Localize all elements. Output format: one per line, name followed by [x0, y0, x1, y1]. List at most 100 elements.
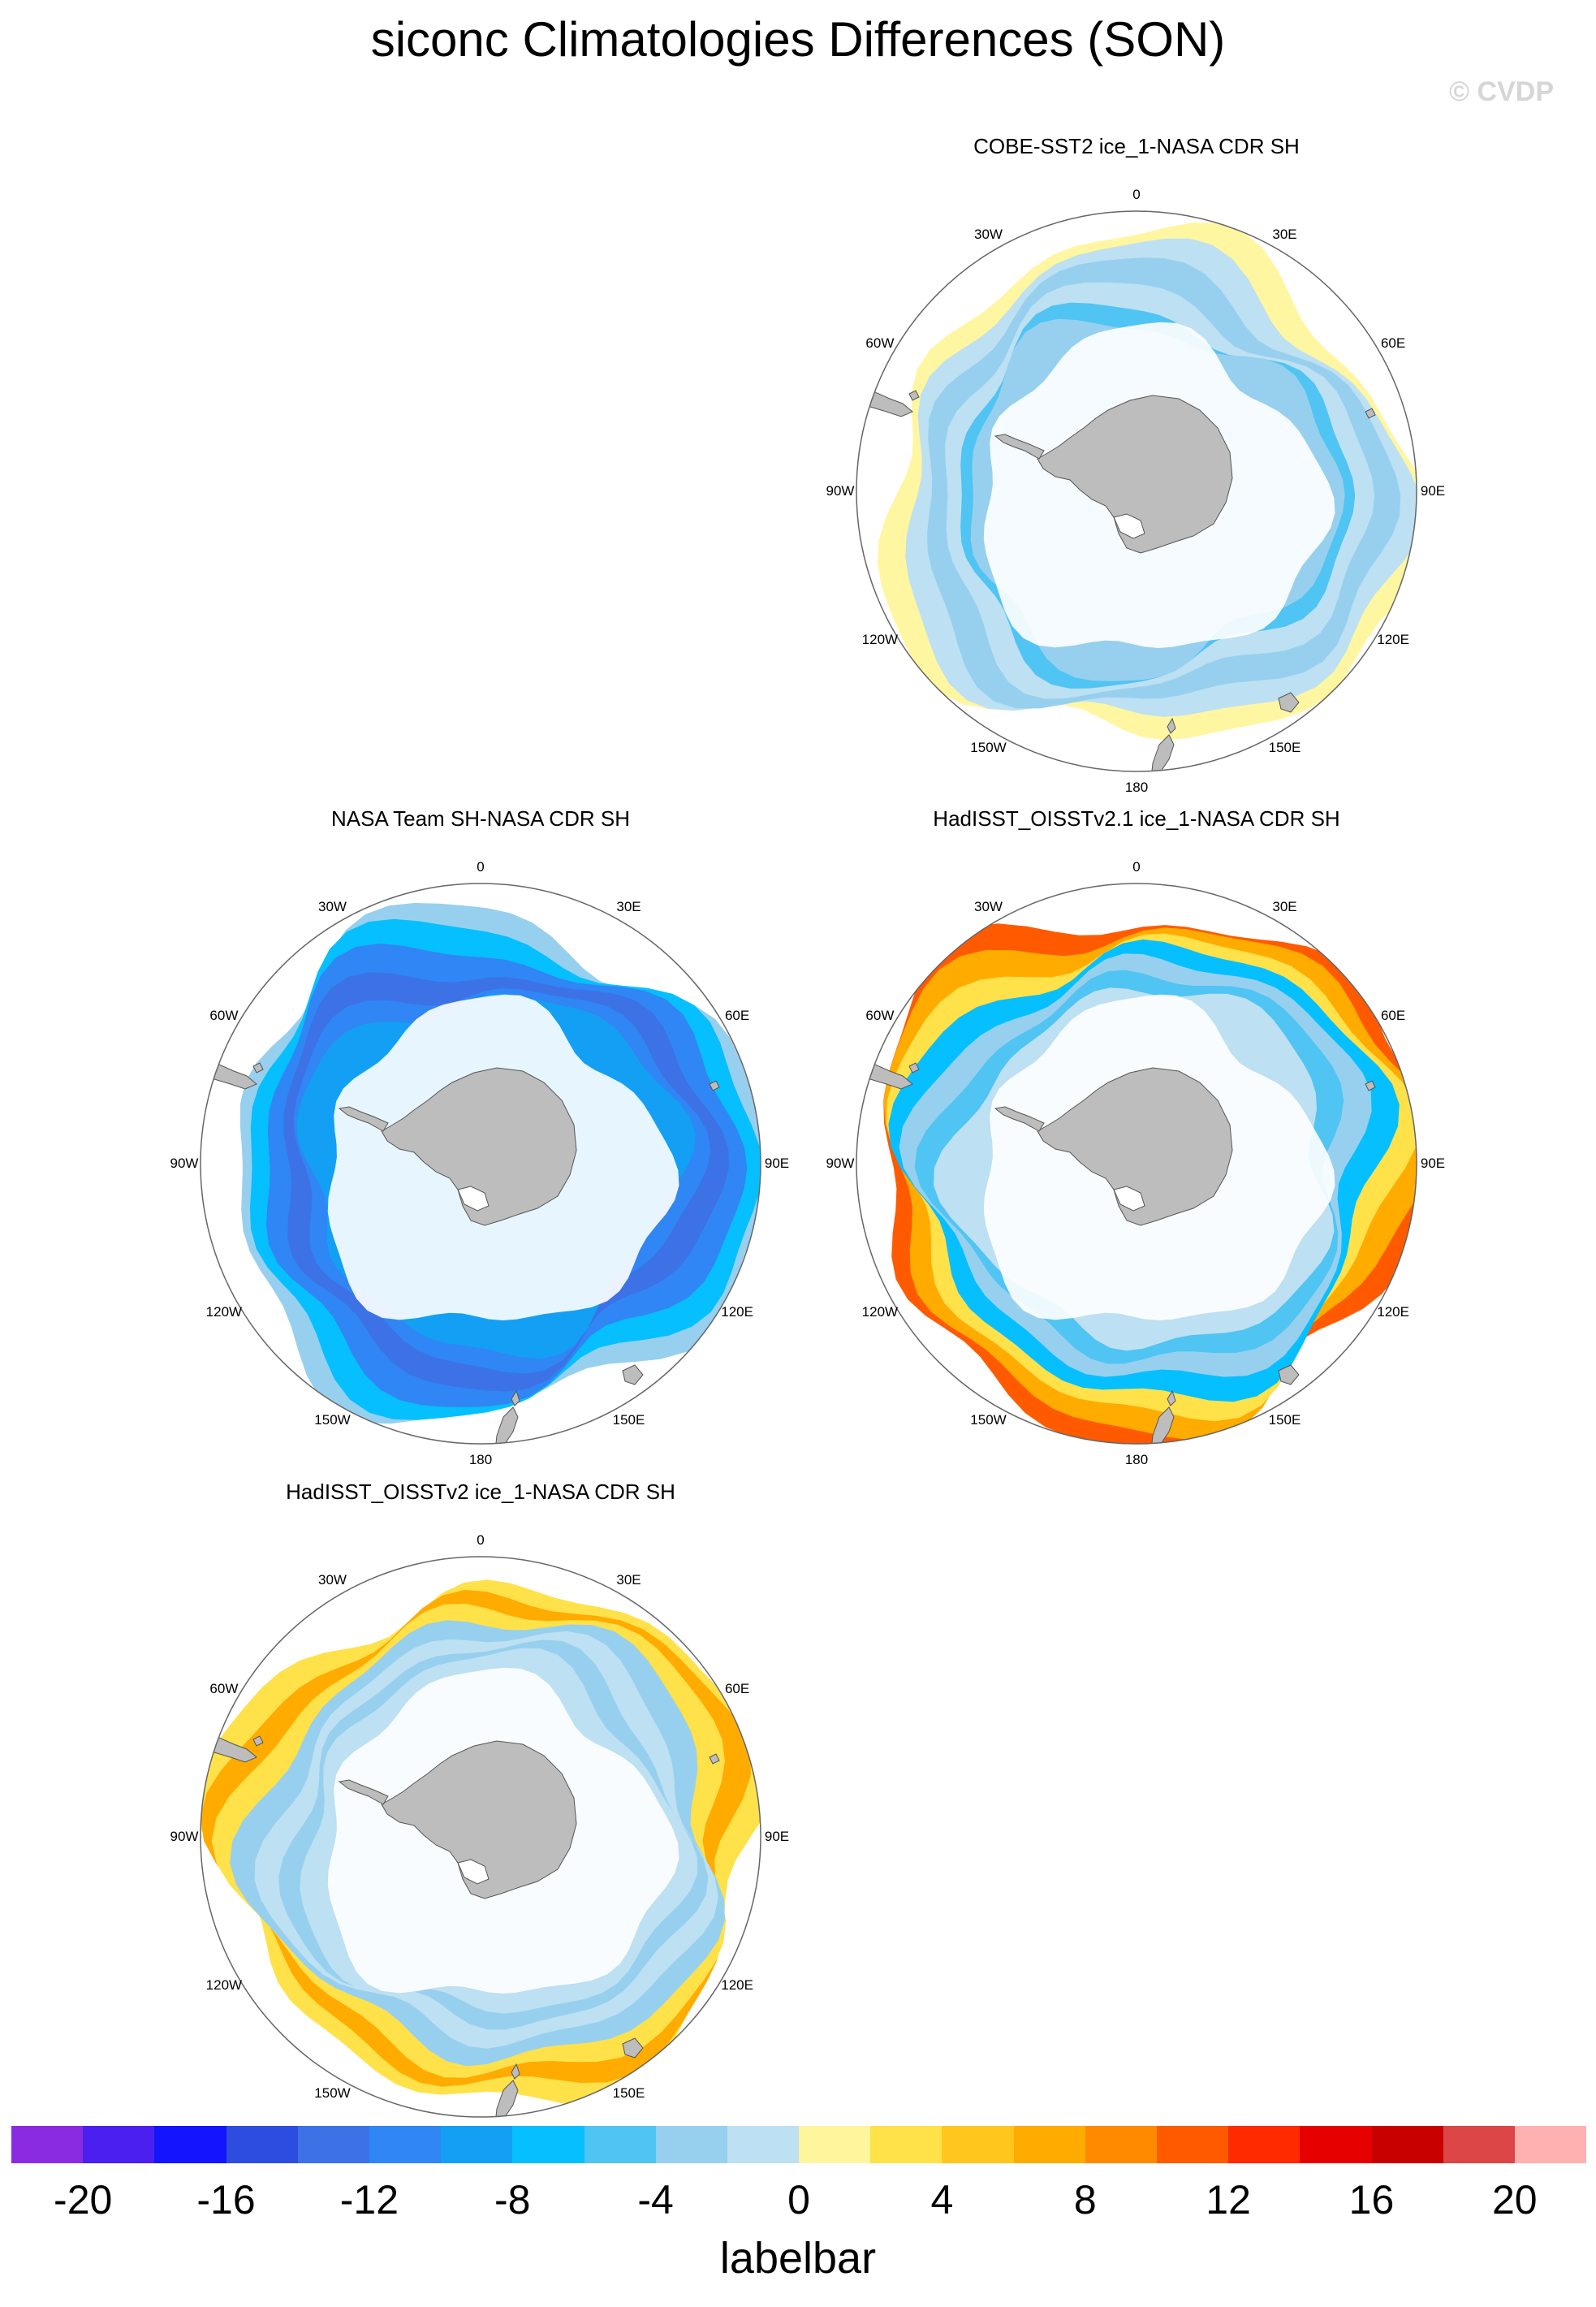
colorbar-swatch: [11, 2126, 84, 2163]
panel-title: HadISST_OISSTv2 ice_1-NASA CDR SH: [286, 1480, 675, 1504]
colorbar-tick-label: 8: [1073, 2177, 1097, 2223]
panel-title: COBE-SST2 ice_1-NASA CDR SH: [973, 134, 1300, 158]
longitude-label: 0: [1132, 859, 1141, 875]
landmass: [429, 2116, 434, 2117]
colorbar-tick-label: -4: [637, 2177, 674, 2223]
panel-title: NASA Team SH-NASA CDR SH: [331, 806, 630, 831]
longitude-label: 30E: [616, 898, 641, 914]
colorbar-swatch: [1300, 2126, 1372, 2163]
landmass: [494, 2080, 519, 2117]
map-panel-hadisst-oisstv21: HadISST_OISSTv2.1 ice_1-NASA CDR SH 0 30E…: [812, 806, 1461, 1488]
longitude-label: 120E: [1377, 631, 1409, 647]
landmass: [429, 1443, 434, 1444]
longitude-label: 150W: [970, 740, 1007, 756]
ross-ice-shelf: [1113, 1186, 1145, 1212]
landmass: [494, 1406, 519, 1444]
longitude-label: 90E: [764, 1156, 790, 1171]
colorbar-swatch: [1371, 2126, 1443, 2163]
longitude-label: 120E: [721, 1977, 753, 1993]
longitude-label: 180: [468, 1452, 493, 1467]
landmass: [709, 1080, 720, 1091]
landmass: [252, 1062, 264, 1074]
colorbar-swatch: [584, 2126, 656, 2163]
longitude-label: 150W: [314, 1412, 351, 1428]
colorbar-tick-label: 16: [1348, 2177, 1395, 2223]
longitude-label: 30E: [1272, 226, 1297, 242]
longitude-label: 120W: [205, 1977, 243, 1993]
landmass: [338, 1106, 389, 1132]
landmass: [622, 2037, 644, 2059]
landmass: [908, 390, 920, 401]
landmass: [622, 1364, 644, 1385]
longitude-label: 150E: [612, 2085, 645, 2102]
map-boundary: [856, 883, 1417, 1445]
landmass: [1167, 717, 1176, 734]
longitude-label: 120W: [861, 1303, 899, 1320]
longitude-label: 90E: [764, 1829, 790, 1844]
longitude-label: 150E: [1268, 740, 1301, 756]
colorbar-swatch: [799, 2126, 871, 2163]
colorbar-tick-label: -16: [196, 2177, 256, 2223]
map-boundary: [200, 1556, 761, 2118]
map-boundary: [200, 883, 761, 1445]
landmass: [1086, 771, 1089, 775]
landmass: [1167, 1389, 1176, 1406]
landmass: [511, 1389, 520, 1406]
colorbar-tick-label: 20: [1492, 2177, 1538, 2223]
colorbar-swatch: [1085, 2126, 1157, 2163]
antarctica-landmass: [381, 1067, 577, 1226]
longitude-label: 60E: [724, 1680, 750, 1696]
colorbar-tick-label: -12: [339, 2177, 399, 2223]
ross-ice-shelf: [457, 1859, 490, 1885]
longitude-label: 150W: [970, 1412, 1007, 1428]
landmass: [709, 1753, 720, 1765]
antarctica-landmass: [381, 1740, 577, 1899]
colorbar-swatch: [942, 2126, 1014, 2163]
longitude-label: 120W: [205, 1303, 243, 1320]
longitude-label: 60E: [1380, 1007, 1406, 1023]
colorbar-tick-label: -8: [494, 2177, 531, 2223]
colorbar-tick-label: 4: [930, 2177, 954, 2223]
landmass: [1365, 1080, 1376, 1091]
colorbar-tick-label: -20: [54, 2177, 113, 2223]
map-panel-cobe: COBE-SST2 ice_1-NASA CDR SH 0 30E 60E 90E 12…: [812, 134, 1461, 816]
longitude-label: 150W: [314, 2085, 351, 2102]
colorbar-swatch: [1228, 2126, 1301, 2163]
colorbar-swatch: [512, 2126, 584, 2163]
colorbar-ticks: -20 -16 -12 -8 -4 0 4 8 12 16 20: [11, 2176, 1586, 2225]
colorbar-label: labelbar: [719, 2234, 877, 2283]
landmass: [994, 1106, 1045, 1132]
colorbar-tick-label: 12: [1206, 2177, 1251, 2223]
longitude-label: 60E: [1380, 335, 1406, 351]
figure-title: siconc Climatologies Differences (SON): [370, 12, 1226, 67]
ross-ice-shelf: [457, 1186, 490, 1212]
longitude-label: 120E: [721, 1303, 753, 1320]
landmass: [856, 361, 913, 417]
longitude-label: 180: [1124, 1452, 1149, 1467]
colorbar-swatch: [655, 2126, 727, 2163]
colorbar-swatch: [727, 2126, 800, 2163]
longitude-label: 90W: [170, 1829, 199, 1844]
colorbar-swatch: [154, 2126, 226, 2163]
landmass: [1278, 1364, 1300, 1385]
longitude-label: 30W: [974, 226, 1003, 242]
colorbar-swatch: [297, 2126, 369, 2163]
colorbar-swatch: [441, 2126, 513, 2163]
longitude-label: 60W: [209, 1007, 239, 1023]
colorbar-swatch: [1013, 2126, 1085, 2163]
polar-map: [200, 1556, 761, 2118]
longitude-label: 90W: [826, 483, 855, 499]
longitude-label: 60W: [865, 335, 895, 351]
longitude-label: 180: [1124, 780, 1149, 795]
map-panel-nasa-team: NASA Team SH-NASA CDR SH 0 30E 60E 90E 120E 1…: [156, 806, 805, 1488]
longitude-label: 150E: [612, 1412, 645, 1428]
longitude-label: 0: [477, 859, 485, 875]
landmass: [252, 1735, 264, 1747]
map-panel-hadisst-oisstv2: HadISST_OISSTv2 ice_1-NASA CDR SH 0 30E 60…: [156, 1480, 805, 2162]
cvdp-watermark: © CVDP: [1449, 76, 1554, 107]
longitude-label: 150E: [1268, 1412, 1301, 1428]
landmass: [1278, 692, 1300, 713]
landmass: [994, 434, 1045, 460]
colorbar: [11, 2126, 1587, 2163]
landmass: [1365, 408, 1376, 419]
